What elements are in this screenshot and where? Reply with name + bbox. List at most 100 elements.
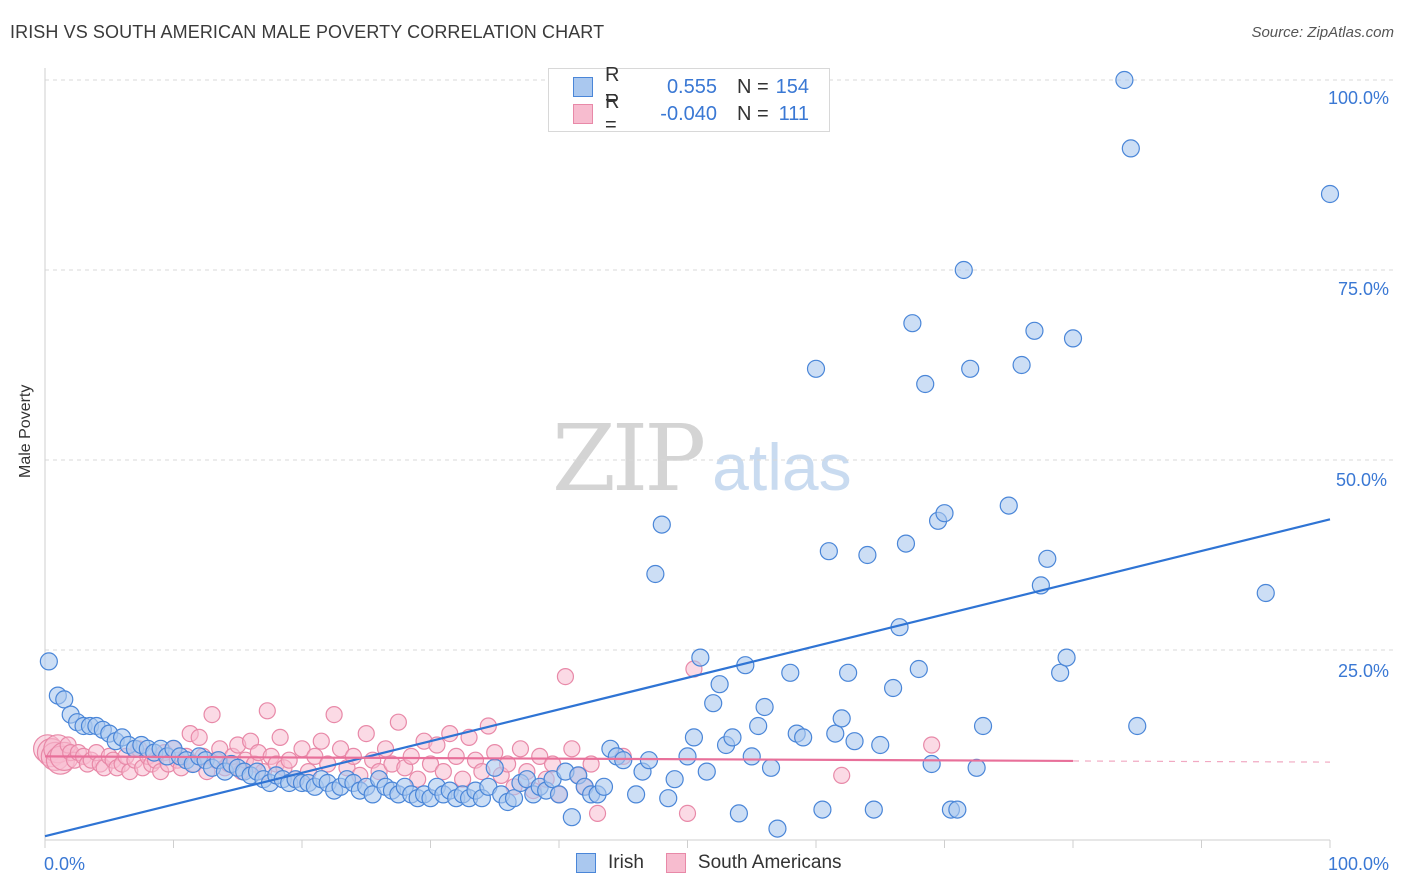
irish-point bbox=[697, 762, 716, 781]
irish-point bbox=[55, 690, 74, 709]
series-legend: Irish South Americans bbox=[576, 852, 864, 874]
legend-row-south: R = -0.040 N = 111 bbox=[573, 91, 809, 136]
south-american-point bbox=[678, 804, 697, 823]
y-tick-label: 75.0% bbox=[1338, 279, 1390, 299]
irish-point bbox=[858, 545, 877, 565]
south-american-point bbox=[389, 713, 407, 731]
irish-point bbox=[729, 804, 749, 823]
south-american-point bbox=[531, 747, 549, 766]
south-american-point bbox=[511, 740, 530, 758]
legend-label: South Americans bbox=[697, 852, 842, 873]
irish-point bbox=[922, 754, 941, 774]
irish-point bbox=[781, 663, 800, 682]
south-swatch bbox=[665, 853, 686, 873]
legend-item-irish[interactable]: Irish bbox=[576, 852, 644, 874]
irish-point bbox=[761, 758, 781, 777]
south-american-point bbox=[441, 724, 459, 743]
irish-point bbox=[813, 800, 832, 819]
irish-point bbox=[1121, 139, 1140, 158]
irish-point bbox=[614, 751, 633, 770]
r-label: R = bbox=[605, 64, 620, 109]
south-american-point bbox=[434, 762, 452, 781]
irish-point bbox=[665, 770, 684, 789]
irish-point bbox=[883, 678, 903, 698]
irish-point bbox=[1128, 716, 1147, 736]
south-american-point bbox=[280, 751, 298, 769]
irish-point bbox=[935, 504, 954, 523]
south-american-point bbox=[325, 705, 343, 724]
south-american-point bbox=[402, 747, 420, 766]
south-american-point bbox=[312, 732, 330, 750]
source-label: Source: ZipAtlas.com bbox=[1251, 24, 1394, 41]
irish-point bbox=[1051, 663, 1070, 682]
irish-point bbox=[806, 359, 826, 378]
irish-point bbox=[967, 758, 986, 777]
irish-point bbox=[999, 496, 1018, 515]
irish-point bbox=[1057, 648, 1076, 667]
south-american-trend-extension bbox=[1072, 760, 1331, 763]
legend-row-irish: R = 0.555 N = 154 bbox=[573, 64, 809, 109]
irish-point bbox=[1038, 549, 1057, 568]
irish-swatch bbox=[576, 853, 596, 873]
x-tick-label: 100.0% bbox=[1328, 854, 1390, 874]
irish-point bbox=[549, 785, 569, 804]
irish-trend-line bbox=[44, 518, 1331, 838]
legend-label: Irish bbox=[608, 852, 644, 873]
x-tick-label: 0.0% bbox=[44, 854, 86, 874]
south-american-point bbox=[306, 747, 324, 766]
irish-point bbox=[896, 534, 916, 553]
irish-point bbox=[594, 777, 614, 796]
irish-point bbox=[839, 663, 858, 682]
irish-point bbox=[916, 374, 935, 394]
south-american-point bbox=[833, 766, 851, 785]
irish-point bbox=[826, 724, 845, 743]
irish-point bbox=[652, 515, 671, 534]
y-tick-label: 25.0% bbox=[1338, 661, 1390, 681]
r-value: 0.555 bbox=[666, 75, 717, 98]
south-american-point bbox=[923, 736, 941, 754]
south-american-point bbox=[258, 702, 276, 720]
irish-point bbox=[819, 542, 838, 561]
r-label: R = bbox=[605, 91, 620, 136]
irish-point bbox=[973, 716, 993, 736]
irish-point bbox=[903, 314, 922, 333]
irish-point bbox=[909, 659, 928, 679]
n-value: 111 bbox=[778, 102, 809, 125]
irish-point bbox=[755, 697, 774, 717]
south-american-point bbox=[563, 740, 581, 758]
irish-point bbox=[1063, 329, 1083, 348]
south-american-trend-line bbox=[44, 755, 1074, 763]
y-tick-label: 100.0% bbox=[1328, 88, 1390, 108]
n-label: N = bbox=[737, 102, 769, 125]
south-american-point bbox=[357, 724, 375, 743]
irish-point bbox=[845, 732, 864, 751]
irish-point bbox=[794, 728, 813, 747]
stats-legend: R = 0.555 N = 154 R = -0.040 N = 111 bbox=[548, 64, 830, 136]
r-value: -0.040 bbox=[660, 102, 717, 125]
irish-point bbox=[626, 785, 646, 804]
irish-point bbox=[39, 652, 58, 671]
irish-point bbox=[864, 800, 883, 819]
irish-point bbox=[710, 675, 729, 694]
irish-point bbox=[961, 359, 980, 378]
irish-point bbox=[1115, 70, 1134, 90]
irish-point bbox=[954, 260, 973, 280]
chart-title: IRISH VS SOUTH AMERICAN MALE POVERTY COR… bbox=[10, 22, 605, 42]
irish-point bbox=[742, 747, 761, 766]
irish-point bbox=[691, 648, 710, 667]
irish-point bbox=[684, 728, 704, 747]
irish-point bbox=[871, 735, 890, 755]
irish-point bbox=[704, 694, 723, 713]
irish-point bbox=[678, 747, 697, 766]
irish-point bbox=[768, 819, 787, 838]
south-american-point bbox=[203, 705, 221, 724]
south-american-point bbox=[271, 728, 289, 747]
south-american-point bbox=[588, 804, 607, 823]
irish-swatch bbox=[573, 77, 593, 97]
irish-point bbox=[485, 758, 504, 777]
y-tick-label: 50.0% bbox=[1336, 470, 1388, 490]
irish-point bbox=[646, 564, 665, 584]
south-american-point bbox=[582, 755, 600, 773]
legend-item-south-americans[interactable]: South Americans bbox=[665, 852, 842, 874]
